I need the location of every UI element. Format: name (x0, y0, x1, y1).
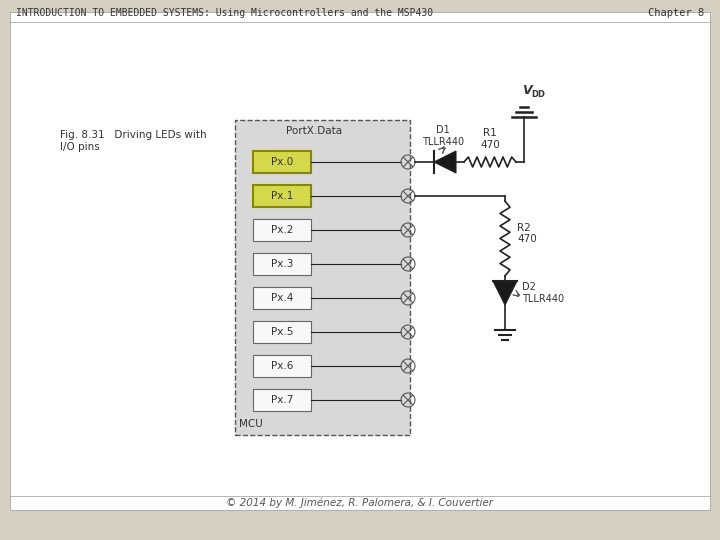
Text: Fig. 8.31   Driving LEDs with
I/O pins: Fig. 8.31 Driving LEDs with I/O pins (60, 130, 207, 152)
Text: © 2014 by M. Jiménez, R. Palomera, & I. Couvertier: © 2014 by M. Jiménez, R. Palomera, & I. … (227, 498, 493, 508)
Bar (253, 253, 311, 275)
Bar (253, 321, 311, 343)
Text: R2
470: R2 470 (517, 222, 536, 244)
Bar (253, 151, 311, 173)
Text: Px.4: Px.4 (271, 293, 293, 303)
Text: Px.0: Px.0 (271, 157, 293, 167)
Text: R1
470: R1 470 (480, 129, 500, 150)
Bar (253, 287, 311, 309)
Bar (235, 120, 410, 435)
Text: Px.2: Px.2 (271, 225, 293, 235)
Text: V: V (522, 84, 531, 97)
Text: Px.6: Px.6 (271, 361, 293, 371)
Polygon shape (493, 281, 517, 305)
Text: Px.7: Px.7 (271, 395, 293, 405)
Bar (253, 355, 311, 377)
Text: Px.1: Px.1 (271, 191, 293, 201)
Bar (253, 389, 311, 411)
Text: Chapter 8: Chapter 8 (648, 8, 704, 18)
Text: D1
TLLR440: D1 TLLR440 (422, 125, 464, 147)
Text: MCU: MCU (239, 419, 263, 429)
Bar (253, 185, 311, 207)
Text: Px.5: Px.5 (271, 327, 293, 337)
Bar (253, 219, 311, 241)
Text: D2
TLLR440: D2 TLLR440 (522, 282, 564, 304)
Text: PortX.Data: PortX.Data (286, 126, 342, 136)
Text: Px.3: Px.3 (271, 259, 293, 269)
Text: INTRODUCTION TO EMBEDDED SYSTEMS: Using Microcontrollers and the MSP430: INTRODUCTION TO EMBEDDED SYSTEMS: Using … (16, 8, 433, 18)
Polygon shape (434, 151, 456, 173)
Text: DD: DD (531, 90, 545, 99)
